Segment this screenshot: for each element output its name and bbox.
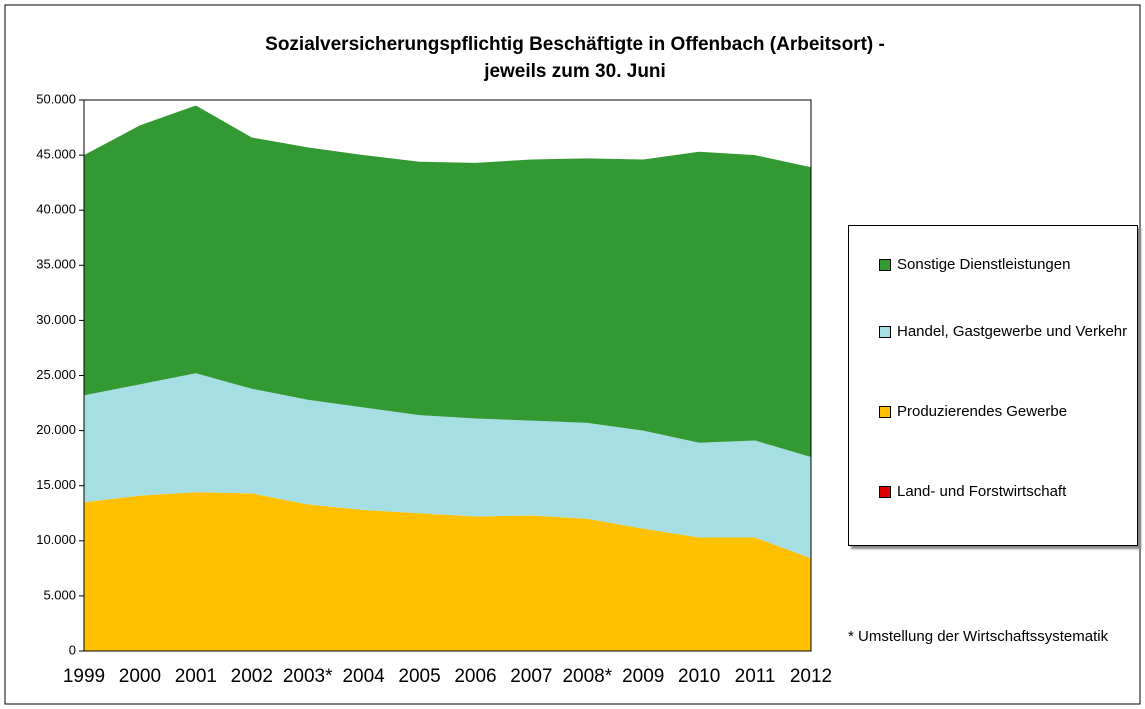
legend: Sonstige Dienstleistungen Handel, Gastgew…: [848, 225, 1138, 546]
chart-border: [4, 4, 1141, 705]
y-tick-label: 35.000: [36, 257, 76, 272]
x-tick-label: 2012: [790, 666, 832, 687]
legend-label: Land- und Forstwirtschaft: [897, 483, 1067, 500]
x-tick-label: 2000: [119, 666, 161, 687]
legend-item: Sonstige Dienstleistungen: [879, 255, 1129, 274]
note: * Umstellung der Wirtschaftssystematik: [848, 628, 1109, 645]
x-tick-label: 2003*: [283, 666, 333, 687]
x-tick-label: 2002: [231, 666, 273, 687]
y-tick-label: 5.000: [43, 587, 76, 602]
y-tick-label: 25.000: [36, 367, 76, 382]
x-tick-label: 2005: [398, 666, 440, 687]
x-tick-label: 1999: [63, 666, 105, 687]
legend-swatch: [879, 486, 891, 498]
y-tick-label: 30.000: [36, 312, 76, 327]
area: [84, 105, 811, 458]
area: [84, 492, 811, 651]
x-tick-label: 2008*: [562, 666, 612, 687]
x-tick-label: 2001: [175, 666, 217, 687]
y-tick-label: 45.000: [36, 147, 76, 162]
legend-item: Land- und Forstwirtschaft: [879, 482, 1129, 501]
legend-item: Handel, Gastgewerbe und Verkehr: [879, 322, 1129, 341]
x-tick-label: 2007: [510, 666, 552, 687]
legend-label: Handel, Gastgewerbe und Verkehr: [897, 323, 1128, 340]
area: [84, 373, 811, 559]
y-tick-label: 15.000: [36, 477, 76, 492]
x-tick-label: 2004: [342, 666, 385, 687]
chart-subtitle: jeweils zum 30. Juni: [483, 61, 666, 82]
x-tick-label: 2011: [735, 666, 776, 687]
y-tick-label: 0: [69, 642, 76, 657]
y-tick-label: 10.000: [36, 532, 76, 547]
legend-label: Sonstige Dienstleistungen: [897, 256, 1071, 273]
y-tick-label: 20.000: [36, 422, 76, 437]
x-tick-label: 2010: [678, 666, 720, 687]
legend-swatch: [879, 406, 891, 418]
legend-swatch: [879, 259, 891, 271]
x-tick-label: 2006: [454, 666, 496, 687]
legend-item: Produzierendes Gewerbe: [879, 402, 1129, 421]
legend-swatch: [879, 326, 891, 338]
legend-label: Produzierendes Gewerbe: [897, 403, 1068, 420]
chart-title: Sozialversicherungspflichtig Beschäftigt…: [265, 34, 885, 55]
y-tick-label: 50.000: [36, 91, 76, 106]
x-tick-label: 2009: [622, 666, 664, 687]
y-tick-label: 40.000: [36, 202, 76, 217]
